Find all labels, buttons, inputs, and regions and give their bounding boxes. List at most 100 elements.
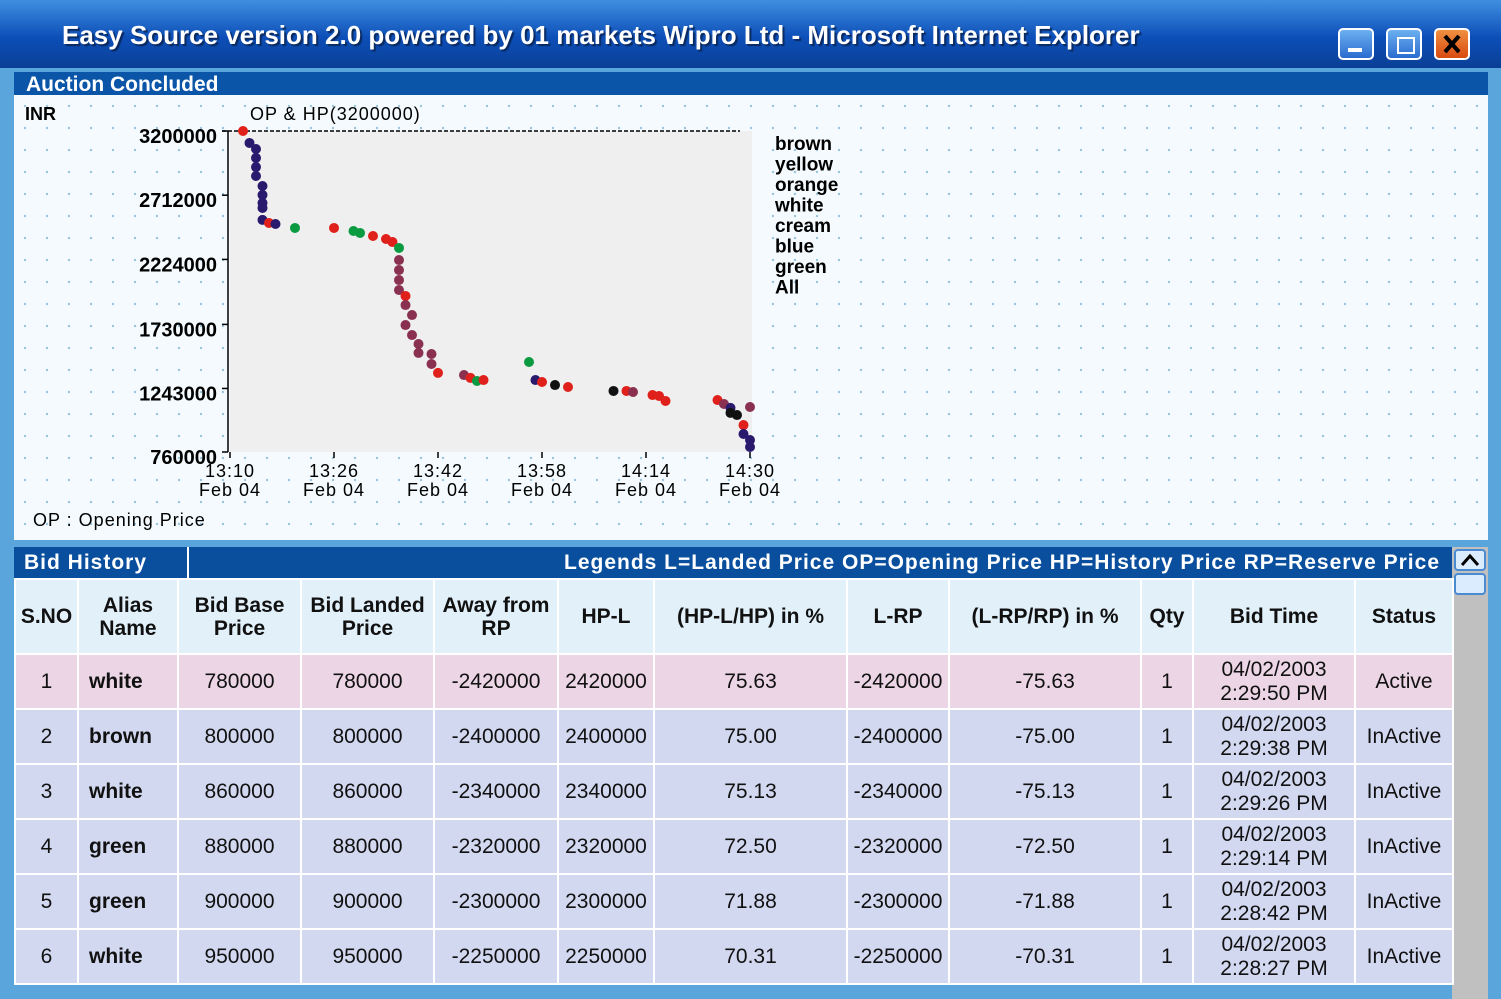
table-cell: 71.88 — [653, 873, 848, 930]
table-cell: -75.00 — [948, 708, 1142, 765]
window-title: Easy Source version 2.0 powered by 01 ma… — [62, 20, 1140, 50]
point — [290, 222, 300, 233]
x-tick-date: Feb 04 — [719, 480, 781, 500]
minimize-button[interactable] — [1338, 28, 1374, 60]
y-tick-label: 1730000 — [139, 319, 217, 341]
table-cell: 2300000 — [557, 873, 655, 930]
table-cell: green — [77, 818, 179, 875]
table-cell: 70.31 — [653, 928, 848, 985]
table-cell: -2320000 — [846, 818, 950, 875]
table-cell: 780000 — [177, 653, 302, 710]
table-cell: InActive — [1354, 708, 1454, 765]
table-cell: 04/02/2003 2:28:27 PM — [1192, 928, 1356, 985]
point — [413, 347, 424, 358]
table-cell: white — [77, 653, 179, 710]
table-cell: 950000 — [300, 928, 435, 985]
table-cell: 800000 — [300, 708, 435, 765]
point — [608, 385, 619, 396]
point — [745, 402, 755, 413]
legend-entry: yellow — [775, 155, 833, 176]
legend-entry: green — [775, 257, 827, 278]
point — [537, 377, 547, 388]
scroll-up[interactable] — [1454, 549, 1486, 571]
point — [478, 375, 489, 386]
table-cell: 04/02/2003 2:29:50 PM — [1192, 653, 1356, 710]
column-header: Alias Name — [77, 578, 179, 655]
table-cell: 75.13 — [653, 763, 848, 820]
point — [407, 310, 417, 321]
point — [394, 285, 404, 296]
point — [745, 442, 755, 453]
x-tick-label: 13:58 — [517, 461, 567, 481]
table-cell: 880000 — [177, 818, 302, 875]
table-cell: InActive — [1354, 873, 1454, 930]
table-cell: 75.00 — [653, 708, 848, 765]
table-cell: 1 — [1140, 818, 1194, 875]
table-cell: brown — [77, 708, 179, 765]
table-cell: 04/02/2003 2:29:26 PM — [1192, 763, 1356, 820]
table-cell: 2400000 — [557, 708, 655, 765]
table-cell: InActive — [1354, 818, 1454, 875]
table-cell: 950000 — [177, 928, 302, 985]
table-cell: -75.63 — [948, 653, 1142, 710]
maximize-button[interactable] — [1386, 28, 1422, 60]
table-cell: 72.50 — [653, 818, 848, 875]
table-cell: 800000 — [177, 708, 302, 765]
scroll-thumb[interactable] — [1454, 573, 1486, 595]
table-cell: 6 — [14, 928, 79, 985]
table-cell: 2250000 — [557, 928, 655, 985]
column-header: S.NO — [14, 578, 79, 655]
column-header: L-RP — [846, 578, 950, 655]
table-cell: 1 — [1140, 708, 1194, 765]
point — [745, 435, 755, 446]
table-cell: -75.13 — [948, 763, 1142, 820]
point — [355, 227, 365, 238]
point — [270, 219, 281, 230]
x-tick-date: Feb 04 — [199, 480, 261, 500]
point — [368, 230, 378, 241]
legend-entry: All — [775, 278, 799, 299]
table-cell: -71.88 — [948, 873, 1142, 930]
point — [257, 189, 268, 200]
table-row: 4 green 880000 880000 -2320000 2320000 72.50 -2… — [14, 818, 1454, 875]
y-tick-label: 2712000 — [139, 190, 217, 212]
x-tick-label: 14:14 — [621, 461, 671, 481]
table-cell: white — [77, 763, 179, 820]
column-header: Qty — [1140, 578, 1194, 655]
point — [400, 290, 411, 301]
point — [628, 387, 638, 398]
legend-entry: white — [774, 196, 824, 217]
column-header: Bid Time — [1192, 578, 1356, 655]
x-tick-date: Feb 04 — [407, 480, 469, 500]
x-tick-date: Feb 04 — [303, 480, 365, 500]
table-cell: 900000 — [300, 873, 435, 930]
table-cell: -2400000 — [846, 708, 950, 765]
table-cell: -2300000 — [433, 873, 559, 930]
point — [563, 382, 573, 393]
table-cell: 860000 — [300, 763, 435, 820]
x-tick-label: 13:10 — [205, 461, 255, 481]
table-cell: 1 — [1140, 873, 1194, 930]
table-row: 5 green 900000 900000 -2300000 2300000 71.88 -2… — [14, 873, 1454, 930]
table-cell: InActive — [1354, 763, 1454, 820]
close-button[interactable] — [1434, 28, 1470, 60]
table-row: 6 white 950000 950000 -2250000 2250000 70.31 -2… — [14, 928, 1454, 985]
point — [251, 144, 261, 155]
table-cell: 1 — [1140, 763, 1194, 820]
table-cell: 1 — [14, 653, 79, 710]
table-cell: InActive — [1354, 928, 1454, 985]
column-header: HP-L — [557, 578, 655, 655]
table-cell: green — [77, 873, 179, 930]
y-axis-label: INR — [25, 104, 56, 124]
scrollbar[interactable] — [1452, 547, 1488, 999]
column-header: Bid Base Price — [177, 578, 302, 655]
point — [257, 180, 268, 191]
point — [524, 357, 534, 368]
point — [400, 300, 411, 311]
table-cell: -2420000 — [433, 653, 559, 710]
legend-entry: blue — [775, 237, 814, 258]
chart: INR OP & HP(3200000) OP : Opening Price 320… — [25, 104, 838, 530]
table-cell: 780000 — [300, 653, 435, 710]
point — [413, 338, 424, 349]
section-heading: Auction Concluded — [14, 72, 1488, 96]
